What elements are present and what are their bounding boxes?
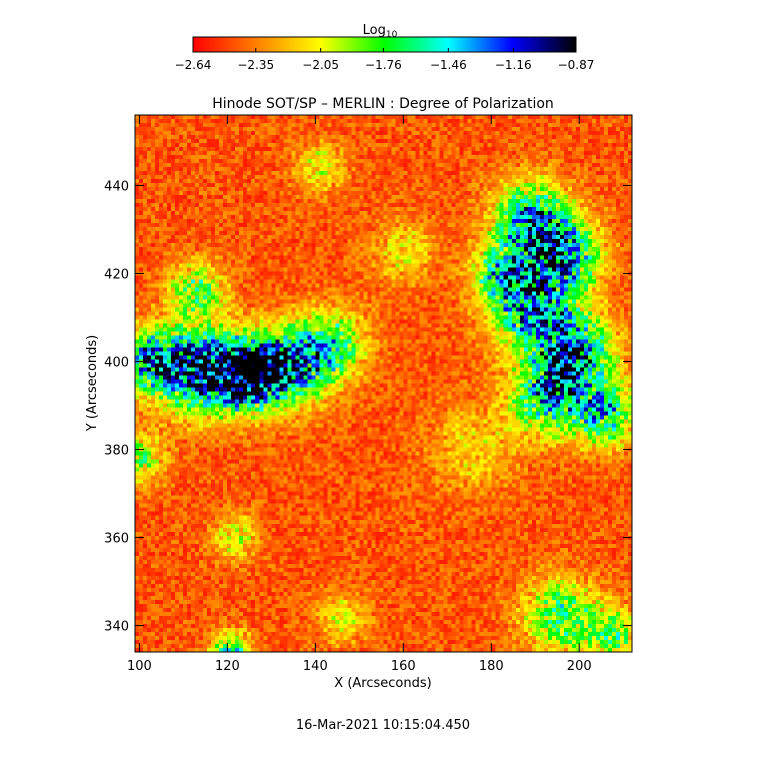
- plot-frame: [134, 114, 633, 653]
- chart-title: Hinode SOT/SP – MERLIN : Degree of Polar…: [212, 96, 554, 112]
- colorbar-tick-label: −1.16: [495, 58, 532, 72]
- colorbar-ticks: −2.64 −2.35 −2.05 −1.76 −1.46 −1.16 −0.87: [175, 48, 595, 72]
- y-tick-label: 360: [104, 532, 129, 547]
- colorbar-gradient: [192, 36, 577, 53]
- y-axis-label: Y (Arcseconds): [85, 335, 100, 432]
- heatmap-image: [135, 115, 632, 652]
- x-axis-label: X (Arcseconds): [334, 676, 431, 691]
- colorbar-tick-label: −0.87: [558, 58, 595, 72]
- timestamp: 16-Mar-2021 10:15:04.450: [296, 718, 470, 733]
- y-axis: 340 360 380 400 420 440: [104, 179, 632, 635]
- heatmap-area: [134, 114, 633, 653]
- y-tick-label: 420: [104, 267, 129, 282]
- colorbar: Log10 −2.64 −2.35 −2.05 −1.76 −1.46 −1.16 −0.8…: [175, 23, 595, 72]
- x-axis: 100 120 140 160 180 200: [127, 115, 592, 674]
- y-tick-label: 340: [104, 620, 129, 635]
- colorbar-tick-label: −1.46: [430, 58, 467, 72]
- y-tick-label: 380: [104, 444, 129, 459]
- y-tick-label: 400: [104, 355, 129, 370]
- colorbar-tick-label: −2.35: [237, 58, 274, 72]
- x-tick-label: 100: [127, 659, 152, 674]
- colorbar-tick-label: −1.76: [365, 58, 402, 72]
- x-tick-label: 160: [391, 659, 416, 674]
- colorbar-tick-label: −2.05: [302, 58, 339, 72]
- colorbar-tick-label: −2.64: [175, 58, 212, 72]
- x-tick-label: 140: [303, 659, 328, 674]
- colorbar-title: Log10: [363, 23, 398, 40]
- x-tick-label: 180: [479, 659, 504, 674]
- x-tick-label: 200: [567, 659, 592, 674]
- y-tick-label: 440: [104, 179, 129, 194]
- x-tick-label: 120: [215, 659, 240, 674]
